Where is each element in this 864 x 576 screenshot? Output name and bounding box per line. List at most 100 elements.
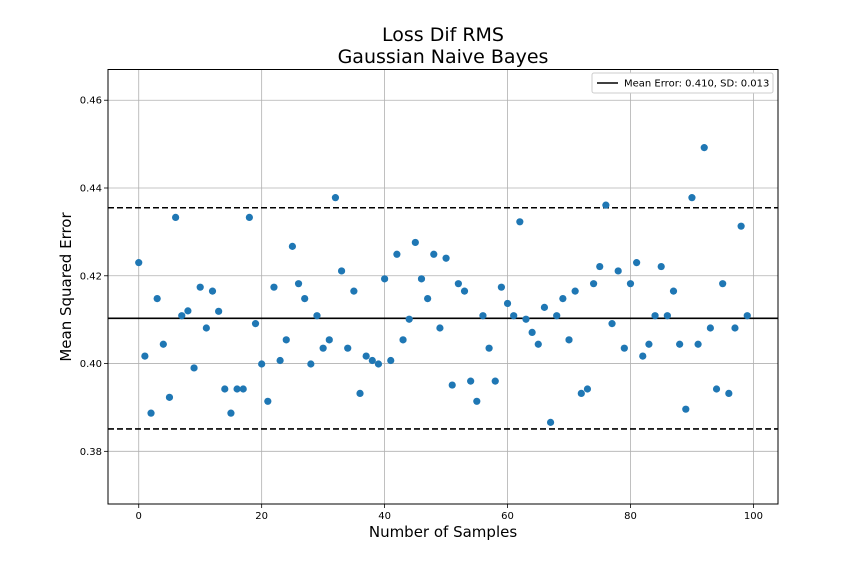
scatter-points xyxy=(135,144,751,426)
data-point xyxy=(546,418,555,426)
data-point xyxy=(325,336,333,344)
x-axis-label: Number of Samples xyxy=(369,523,517,541)
x-axis-ticks: 0 20 40 60 80 100 xyxy=(136,504,763,522)
plot-frame xyxy=(107,69,779,505)
data-point xyxy=(331,194,340,202)
x-tick-label: 60 xyxy=(501,511,514,522)
data-point xyxy=(368,356,376,365)
data-point xyxy=(424,295,432,303)
data-point xyxy=(288,242,297,250)
data-point xyxy=(313,312,321,320)
data-point xyxy=(381,275,389,283)
data-point xyxy=(301,295,309,303)
data-point xyxy=(737,222,745,230)
data-point xyxy=(657,262,665,271)
data-point xyxy=(362,352,370,360)
data-point xyxy=(350,287,358,295)
data-point xyxy=(208,287,217,295)
y-tick-label: 0.44 xyxy=(80,184,102,195)
data-point xyxy=(251,320,260,328)
x-tick-label: 20 xyxy=(255,511,268,522)
data-point xyxy=(731,324,739,332)
data-point xyxy=(712,385,721,393)
data-point xyxy=(614,267,622,275)
data-point xyxy=(184,307,192,315)
data-point xyxy=(276,356,284,365)
data-point xyxy=(583,385,592,393)
legend: Mean Error: 0.410, SD: 0.013 xyxy=(591,72,774,94)
data-point xyxy=(510,312,518,320)
data-point xyxy=(282,336,290,344)
x-tick-label: 80 xyxy=(624,511,637,522)
data-point xyxy=(639,352,647,360)
data-point xyxy=(411,238,419,247)
data-point xyxy=(147,409,155,417)
y-axis-ticks: 0.38 0.40 0.42 0.44 0.46 xyxy=(80,96,108,458)
data-point xyxy=(393,250,401,258)
data-point xyxy=(258,360,266,368)
data-point xyxy=(491,377,499,385)
data-point xyxy=(387,356,395,365)
y-tick-label: 0.38 xyxy=(80,447,102,458)
data-point xyxy=(743,312,751,320)
data-point xyxy=(448,381,456,389)
legend-entry-mean: Mean Error: 0.410, SD: 0.013 xyxy=(624,79,769,90)
data-point xyxy=(153,295,161,303)
data-point xyxy=(485,344,493,352)
data-point xyxy=(196,283,204,291)
data-point xyxy=(473,397,481,405)
data-point xyxy=(577,389,585,397)
y-axis-label: Mean Squared Error xyxy=(57,212,75,362)
data-point xyxy=(479,312,487,320)
data-point xyxy=(596,262,604,271)
data-point xyxy=(608,320,616,328)
data-point xyxy=(454,280,462,288)
data-point xyxy=(436,324,444,332)
data-point xyxy=(497,283,505,291)
data-point xyxy=(233,385,241,393)
x-tick-label: 0 xyxy=(136,511,142,522)
data-point xyxy=(589,280,598,288)
x-tick-label: 40 xyxy=(378,511,391,522)
data-point xyxy=(528,328,536,336)
data-point xyxy=(135,259,143,267)
data-point xyxy=(215,307,223,315)
data-point xyxy=(626,280,635,288)
data-point xyxy=(442,254,450,262)
grid-lines xyxy=(108,69,778,504)
y-tick-label: 0.40 xyxy=(80,359,102,370)
data-point xyxy=(503,299,512,308)
x-tick-label: 100 xyxy=(744,511,763,522)
data-point xyxy=(430,250,438,258)
data-point xyxy=(405,315,413,323)
data-point xyxy=(688,194,696,202)
data-point xyxy=(307,360,315,368)
data-point xyxy=(374,360,383,368)
data-point xyxy=(645,340,653,348)
data-point xyxy=(516,218,524,226)
data-point xyxy=(467,377,475,385)
data-point xyxy=(565,336,573,344)
data-point xyxy=(700,144,708,152)
data-point xyxy=(264,397,272,405)
data-point xyxy=(294,280,303,288)
chart-title-line-1: Loss Dif RMS xyxy=(382,24,504,46)
data-point xyxy=(356,389,364,397)
y-tick-label: 0.42 xyxy=(80,271,102,282)
data-point xyxy=(202,324,210,332)
data-point xyxy=(559,295,567,303)
data-point xyxy=(620,344,628,352)
data-point xyxy=(319,344,327,352)
data-point xyxy=(399,336,407,344)
data-point xyxy=(417,275,426,283)
data-point xyxy=(337,267,346,275)
data-point xyxy=(725,389,733,397)
data-point xyxy=(694,340,702,348)
data-point xyxy=(540,303,549,311)
data-point xyxy=(460,287,469,295)
data-point xyxy=(706,324,714,332)
data-point xyxy=(651,312,659,320)
data-point xyxy=(141,352,149,360)
